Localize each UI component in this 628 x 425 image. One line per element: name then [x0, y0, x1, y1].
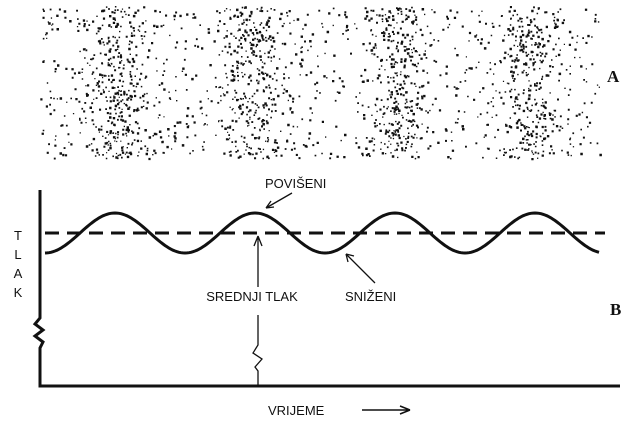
- x-axis-label: VRIJEME: [268, 403, 325, 418]
- low-arrow: [345, 253, 376, 284]
- particle-dots: [40, 6, 602, 161]
- high-arrow: [265, 192, 293, 209]
- low-label: SNIŽENI: [345, 289, 396, 304]
- time-arrow: [362, 405, 411, 415]
- axes: [32, 190, 620, 388]
- panel-a-label: A: [607, 67, 620, 86]
- pressure-wave: [44, 211, 600, 255]
- panel-b-label: B: [610, 300, 621, 319]
- y-axis-label: TLAK: [11, 228, 26, 304]
- high-label: POVIŠENI: [265, 176, 326, 191]
- mean-label: SREDNJI TLAK: [206, 289, 298, 304]
- mean-arrow: [252, 235, 263, 386]
